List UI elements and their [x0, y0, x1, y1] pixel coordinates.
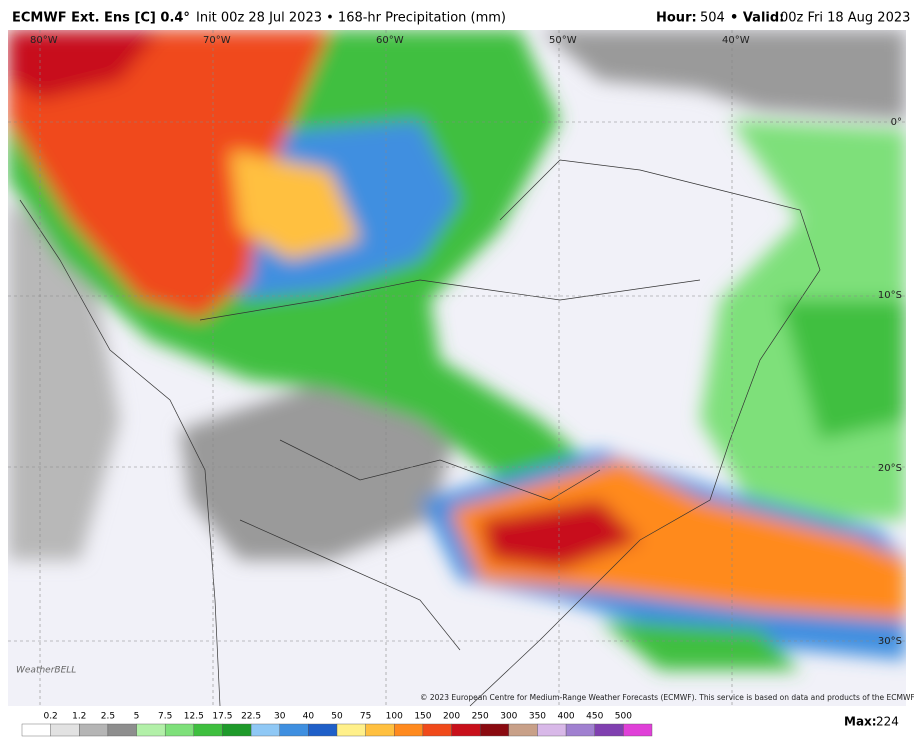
colorbar-tick-label: 200: [443, 712, 460, 722]
colorbar-segment: [193, 723, 223, 737]
latitude-label: 10°S: [878, 290, 902, 301]
colorbar-segment: [394, 723, 424, 737]
copyright: © 2023 European Centre for Medium-Range …: [420, 693, 914, 702]
colorbar-segment: [422, 723, 452, 737]
colorbar-tick-label: 50: [331, 712, 343, 722]
longitude-label: 60°W: [376, 35, 404, 46]
colorbar-segment: [537, 723, 567, 737]
colorbar-segment: [79, 723, 109, 737]
colorbar-tick-label: 75: [360, 712, 371, 722]
colorbar-segment: [107, 723, 137, 737]
colorbar-tick-label: 5: [134, 712, 140, 722]
colorbar-tick-label: 40: [303, 712, 315, 722]
colorbar-segment: [365, 723, 395, 737]
colorbar-tick-label: 1.2: [72, 712, 86, 722]
colorbar-tick-label: 350: [529, 712, 546, 722]
colorbar-tick-label: 17.5: [212, 712, 232, 722]
longitude-label: 70°W: [203, 35, 231, 46]
hour: 504: [700, 11, 725, 26]
colorbar-segment: [50, 723, 80, 737]
longitude-label: 80°W: [30, 35, 58, 46]
colorbar-segment: [279, 723, 309, 737]
colorbar-segment: [21, 723, 51, 737]
colorbar-segment: [250, 723, 280, 737]
colorbar-segment: [308, 723, 338, 737]
colorbar-segment: [336, 723, 366, 737]
colorbar-tick-label: 150: [414, 712, 431, 722]
longitude-label: 50°W: [549, 35, 577, 46]
colorbar-segment: [479, 723, 510, 737]
latitude-label: 30°S: [878, 636, 902, 647]
colorbar-tick-label: 22.5: [241, 712, 261, 722]
colorbar-tick-label: 300: [500, 712, 517, 722]
model-title: ECMWF Ext. Ens [C] 0.4°: [12, 11, 190, 26]
latitude-label: 20°S: [878, 463, 902, 474]
colorbar-tick-label: 500: [615, 712, 632, 722]
colorbar-segment: [222, 723, 252, 737]
colorbar-segment: [565, 723, 595, 737]
colorbar-tick-label: 7.5: [158, 712, 172, 722]
colorbar-tick-label: 100: [386, 712, 403, 722]
colorbar-segment: [594, 723, 624, 737]
colorbar-segment: [451, 723, 481, 737]
valid: 00z Fri 18 Aug 2023: [780, 11, 910, 26]
colorbar-tick-label: 250: [472, 712, 489, 722]
logo: WeatherBELL: [16, 666, 76, 676]
max-label: Max:: [844, 715, 877, 729]
hour-label: Hour:: [656, 11, 697, 26]
latitude-label: 0°: [891, 117, 902, 128]
longitude-label: 40°W: [722, 35, 750, 46]
map: 80°W 70°W 60°W 50°W 40°W 0° 10°S 20°S 30°S Weat…: [8, 30, 914, 707]
colorbar-segment: [136, 723, 166, 737]
colorbar-tick-label: 450: [586, 712, 603, 722]
colorbar-segment: [508, 723, 538, 737]
colorbar-tick-label: 2.5: [101, 712, 115, 722]
colorbar-tick-label: 12.5: [184, 712, 204, 722]
valid-label: • Valid:: [730, 11, 784, 26]
description: Init 00z 28 Jul 2023 • 168-hr Precipitat…: [196, 11, 506, 26]
colorbar-tick-label: 0.2: [43, 712, 57, 722]
colorbar-segment: [623, 723, 653, 737]
colorbar-tick-label: 30: [274, 712, 286, 722]
colorbar-tick-label: 400: [557, 712, 574, 722]
max-value: 224: [876, 715, 899, 729]
colorbar-segment: [164, 723, 195, 737]
